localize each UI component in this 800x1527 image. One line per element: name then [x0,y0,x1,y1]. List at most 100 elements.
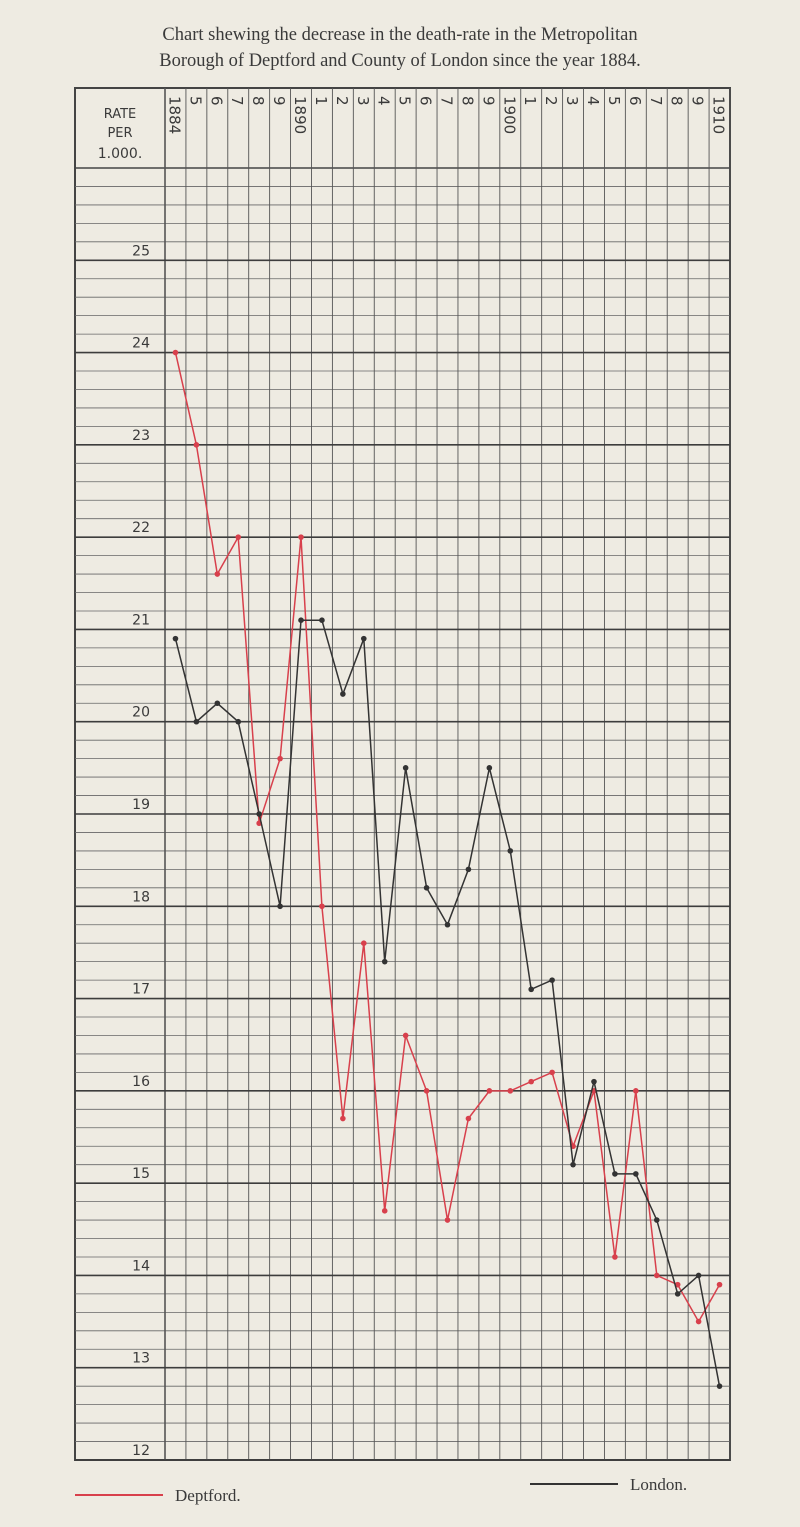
data-point [235,718,242,725]
y-tick-label: 19 [132,797,150,813]
y-label: RATE [104,107,137,122]
x-tick-label: 4 [584,96,602,106]
y-tick-label: 23 [132,428,150,444]
data-point [256,811,262,817]
data-point [612,1254,618,1260]
x-tick-label: 1 [521,96,539,106]
x-tick-label: 8 [458,96,476,106]
series-line [174,352,721,1324]
y-tick-label: 12 [132,1443,150,1459]
y-label: PER [107,126,132,141]
y-tick-label: 20 [132,705,150,721]
y-tick-label: 24 [132,336,150,352]
x-tick-label: 1884 [165,96,183,134]
data-point [674,1281,681,1288]
x-tick-label: 9 [270,96,288,106]
x-tick-label: 2 [542,96,560,106]
x-tick-label: 1890 [291,96,309,134]
x-tick-label: 7 [647,96,665,106]
x-tick-label: 5 [605,96,623,106]
data-point [360,940,367,946]
data-point [633,1088,639,1094]
data-point [653,1217,660,1223]
data-point [444,921,451,928]
data-point [381,958,388,965]
data-point [340,1115,346,1122]
data-point [193,442,200,448]
data-point [172,635,179,642]
x-tick-label: 9 [689,96,707,106]
x-tick-label: 5 [186,96,204,106]
data-point [465,1115,472,1122]
data-point [528,986,535,993]
data-point [214,571,221,577]
x-tick-label: 8 [249,96,267,106]
x-tick-label: 4 [375,96,393,106]
data-point [277,903,283,910]
y-tick-label: 14 [132,1258,150,1274]
x-tick-label: 6 [417,96,435,106]
data-point [381,1208,388,1214]
data-point [549,1069,555,1076]
data-point [570,1161,576,1168]
data-point [340,691,346,697]
data-point [486,765,493,771]
x-tick-label: 1910 [710,96,728,134]
data-point [633,1171,639,1177]
x-tick-label: 1900 [500,96,518,134]
y-tick-label: 22 [132,520,150,536]
data-point [653,1272,660,1279]
x-tick-label: 8 [668,96,686,106]
legend-label: Deptford. [175,1486,241,1505]
data-point [172,349,179,356]
data-point [319,617,325,623]
data-point [528,1078,535,1085]
x-tick-label: 1 [312,96,330,106]
x-tick-label: 7 [228,96,246,106]
data-point [235,534,242,540]
data-point [402,1032,409,1039]
data-point [360,635,367,642]
x-tick-label: 6 [626,96,644,106]
series-line [174,619,721,1387]
x-tick-label: 3 [563,96,581,106]
chart-title: Chart shewing the decrease in the death-… [162,25,637,45]
y-label: 1.000. [98,146,143,162]
data-point [423,1088,430,1094]
data-point [716,1383,723,1389]
x-tick-label: 6 [207,96,225,106]
data-point [214,700,221,707]
data-point [591,1078,597,1085]
data-point [507,1088,514,1094]
y-tick-label: 16 [132,1074,150,1090]
data-point [465,866,472,873]
data-point [486,1088,493,1094]
x-tick-label: 3 [354,96,372,106]
y-tick-label: 15 [132,1166,150,1182]
data-point [695,1318,702,1325]
data-point [402,765,409,771]
data-point [549,977,555,983]
y-tick-label: 18 [132,889,150,905]
data-point [423,885,430,891]
data-point [298,617,304,623]
y-tick-label: 25 [132,243,150,259]
x-tick-label: 2 [333,96,351,106]
frame [74,87,731,1461]
x-tick-label: 5 [396,96,414,106]
x-tick-label: 9 [479,96,497,106]
data-point [193,718,200,725]
y-tick-label: 21 [132,612,150,628]
data-point [507,848,514,854]
data-point [716,1281,723,1288]
data-point [674,1291,681,1297]
data-point [277,755,283,762]
legend-label: London. [630,1475,687,1494]
y-tick-label: 17 [132,982,150,998]
data-point [444,1217,451,1223]
x-tick-label: 7 [438,96,456,106]
data-point [695,1272,702,1279]
data-point [298,534,304,540]
